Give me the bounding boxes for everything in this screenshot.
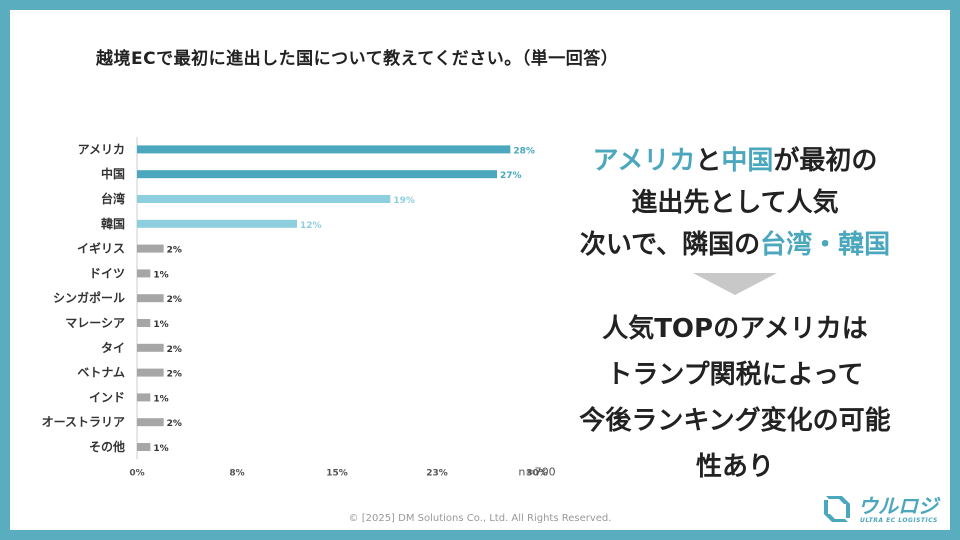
category-label: ベトナム [77,366,125,380]
sub-line4: 性あり [695,452,774,482]
data-label: 2% [167,295,182,305]
data-label: 2% [167,419,182,429]
logo-icon [824,496,850,522]
bar [137,418,164,427]
x-tick-label: 0% [129,468,144,478]
sample-size-note: n=700 [518,465,555,478]
bar [137,393,151,402]
bar [137,219,297,228]
category-label: その他 [89,439,125,454]
bar [137,443,151,451]
category-label: ドイツ [89,266,125,280]
category-label: 韓国 [101,216,125,231]
category-label: インド [89,390,125,404]
data-label: 28% [513,146,535,156]
headline-first: が最初の [773,146,878,176]
headline-china: 中国 [721,146,774,176]
sub-line1: 人気TOPのアメリカは [602,314,868,344]
category-label: シンガポール [53,290,125,305]
data-label: 2% [167,370,182,380]
data-label: 2% [167,345,182,355]
bar [137,368,164,377]
sub-line2: トランプ関税によって [606,360,864,390]
headline-to: と [695,146,722,176]
category-label: タイ [101,341,125,355]
headline-line2: 進出先として人気 [631,188,839,218]
x-tick-label: 23% [426,468,448,478]
data-label: 1% [153,320,168,330]
category-label: 中国 [101,166,125,181]
subtext: 人気TOPのアメリカは トランプ関税によって 今後ランキング変化の可能 性あり [555,306,915,490]
category-label: アメリカ [78,142,125,156]
bar [137,269,151,278]
x-tick-label: 8% [229,468,244,478]
down-arrow-icon [693,273,777,295]
category-label: 台湾 [101,191,125,206]
data-label: 1% [153,444,168,454]
logo: ウルロジ ULTRA EC LOGISTICS [820,490,940,530]
slide [10,10,950,530]
data-label: 2% [167,246,182,256]
logo-name: ウルロジ [858,494,938,518]
copyright-footer: © [2025] DM Solutions Co., Ltd. All Righ… [348,513,612,524]
chart-title: 越境ECで最初に進出した国について教えてください。（単一回答） [96,49,619,69]
category-label: イギリス [77,241,125,256]
headline-next: 次いで、隣国の [579,230,761,260]
category-label: オーストラリア [42,415,125,429]
bar [137,244,164,253]
bar [137,195,391,203]
bar [137,294,164,303]
bar [137,319,151,327]
data-label: 1% [153,394,168,404]
data-label: 19% [393,196,415,206]
logo-tagline: ULTRA EC LOGISTICS [860,517,938,524]
x-tick-label: 15% [326,468,348,478]
data-label: 1% [153,270,168,280]
bar [137,170,497,179]
headline-taiwan-korea: 台湾・韓国 [760,230,891,260]
data-label: 12% [300,221,322,231]
data-label: 27% [500,171,522,181]
bar [137,343,164,352]
sub-line3: 今後ランキング変化の可能 [579,406,891,436]
bar [137,145,511,154]
category-label: マレーシア [65,316,125,330]
headline: アメリカと中国が最初の 進出先として人気 次いで、隣国の台湾・韓国 [555,140,915,266]
headline-usa: アメリカ [592,146,696,176]
x-tick-label: 30% [526,468,548,478]
